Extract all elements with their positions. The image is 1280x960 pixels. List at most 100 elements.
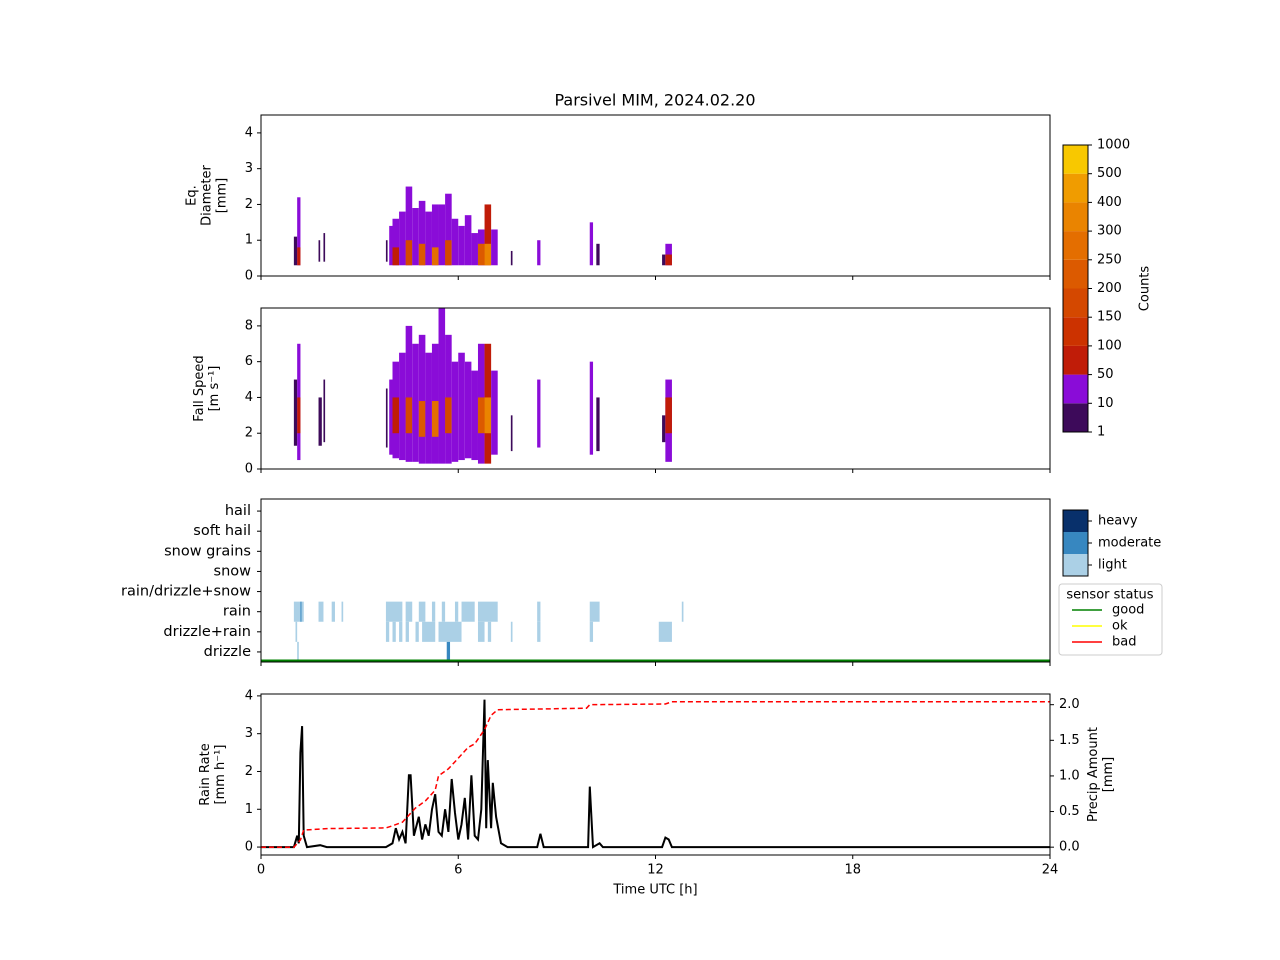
y-axis-label: Eq. xyxy=(185,185,200,206)
y-tick-label: 8 xyxy=(245,318,253,333)
colorbar-tick-label: 200 xyxy=(1097,281,1122,296)
heat-cell xyxy=(323,233,326,262)
y-tick-label: 0 xyxy=(245,840,253,855)
legend-label: ok xyxy=(1112,619,1128,634)
colorbar-band xyxy=(1063,145,1088,174)
colorbar-band xyxy=(1063,202,1088,232)
type-bar xyxy=(385,601,403,622)
colorbar-tick-label: 400 xyxy=(1097,195,1122,210)
heat-cell xyxy=(405,240,413,266)
heat-cell xyxy=(662,415,666,443)
series-line xyxy=(261,699,1050,849)
legend-label: good xyxy=(1112,603,1144,618)
y-axis-label: Precip Amount xyxy=(1086,727,1101,822)
category-label: rain xyxy=(223,604,251,620)
type-bar xyxy=(510,621,513,642)
heat-cell xyxy=(425,211,432,266)
colorbar-band xyxy=(1063,231,1088,260)
type-bar xyxy=(487,621,492,642)
y-tick-label: 4 xyxy=(245,688,253,703)
heat-cell xyxy=(297,247,301,266)
heat-cell xyxy=(392,397,400,434)
heat-cell xyxy=(596,243,600,266)
heat-cell xyxy=(418,200,426,266)
intensity-swatch xyxy=(1063,532,1088,554)
y-axis-label: Diameter xyxy=(200,165,215,226)
colorbar-band xyxy=(1063,288,1088,318)
y2-tick-label: 0.5 xyxy=(1059,804,1080,819)
series-line xyxy=(261,701,1050,848)
colorbar-tick-label: 250 xyxy=(1097,252,1122,267)
x-tick-label: 12 xyxy=(647,863,664,878)
heat-cell xyxy=(491,229,498,266)
heat-cell xyxy=(412,208,419,266)
heat-cell xyxy=(484,243,492,266)
heat-cell xyxy=(537,379,541,448)
type-bar xyxy=(297,641,299,662)
type-bar xyxy=(537,621,541,642)
type-bar xyxy=(454,601,459,622)
heat-cell xyxy=(458,352,465,461)
colorbar-tick-label: 150 xyxy=(1097,310,1122,325)
colorbar-tick-label: 300 xyxy=(1097,224,1122,239)
type-bar xyxy=(438,621,462,642)
y-axis-label: Fall Speed xyxy=(192,355,207,421)
heat-cell xyxy=(458,225,465,266)
x-axis-label: Time UTC [h] xyxy=(612,883,697,898)
type-bar xyxy=(446,641,451,662)
y-axis-label: [mm] xyxy=(1101,757,1116,792)
heat-cell xyxy=(464,361,472,459)
y-tick-label: 2 xyxy=(245,197,253,212)
y-axis-label: [mm] xyxy=(215,178,230,213)
heat-cell xyxy=(418,401,426,437)
legend-label: bad xyxy=(1112,635,1136,650)
heat-cell xyxy=(392,218,400,266)
x-tick-label: 0 xyxy=(257,863,265,878)
heat-cell xyxy=(445,193,452,266)
type-bar xyxy=(422,621,436,642)
y-tick-label: 2 xyxy=(245,426,253,441)
heat-cell xyxy=(385,388,388,448)
intensity-swatch xyxy=(1063,510,1088,532)
type-bar xyxy=(461,601,475,622)
x-tick-label: 18 xyxy=(844,863,861,878)
heat-cell xyxy=(412,343,419,462)
colorbar-band xyxy=(1063,403,1088,432)
type-bar xyxy=(405,621,409,642)
y-tick-label: 1 xyxy=(245,802,253,817)
heat-cell xyxy=(491,370,498,455)
y2-tick-label: 1.0 xyxy=(1059,768,1080,783)
heat-cell xyxy=(537,240,541,266)
intensity-label: heavy xyxy=(1098,514,1138,529)
category-label: snow xyxy=(214,563,252,579)
legend-box xyxy=(1058,583,1163,656)
type-bar xyxy=(415,621,419,642)
heat-cell xyxy=(297,397,301,434)
type-bar xyxy=(537,601,541,622)
type-bar xyxy=(392,621,396,642)
category-label: drizzle xyxy=(204,644,251,660)
heat-cell xyxy=(665,243,672,266)
heat-cell xyxy=(484,397,492,434)
y-tick-label: 2 xyxy=(245,764,253,779)
heat-cell xyxy=(445,397,452,434)
heat-cell xyxy=(510,415,513,452)
heat-cell xyxy=(589,361,594,455)
colorbar-band xyxy=(1063,317,1088,346)
heat-cell xyxy=(438,308,446,464)
heat-cell xyxy=(589,222,594,266)
intensity-label: moderate xyxy=(1098,536,1161,551)
heat-cell xyxy=(389,379,393,455)
type-bar xyxy=(318,601,324,622)
y2-tick-label: 2.0 xyxy=(1059,697,1080,712)
heat-cell xyxy=(323,379,326,443)
heat-cell xyxy=(399,211,406,266)
y-tick-label: 6 xyxy=(245,354,253,369)
heat-cell xyxy=(451,361,459,462)
intensity-label: light xyxy=(1098,558,1127,573)
y-tick-label: 0 xyxy=(245,462,253,477)
type-bar xyxy=(399,621,403,642)
y-axis-label: [m s⁻¹] xyxy=(207,366,222,412)
heat-cell xyxy=(405,186,413,266)
heat-cell xyxy=(431,247,439,266)
